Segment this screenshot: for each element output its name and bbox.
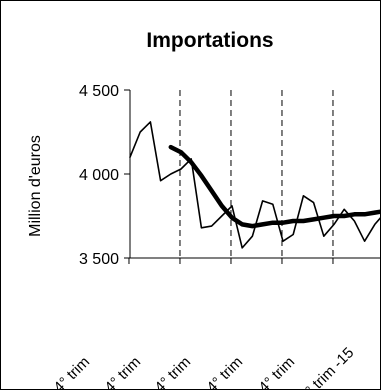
y-tick-label: 4 500 (79, 83, 119, 100)
y-axis-label: Million d'euros (27, 135, 44, 237)
y-tick-label: 3 500 (79, 251, 119, 268)
series-layer (129, 121, 381, 249)
raw-series-line (129, 121, 381, 249)
grid-layer (179, 90, 334, 258)
chart-title: Importations (146, 29, 273, 52)
y-tick-labels: 3 500 4 000 4 500 (79, 83, 119, 268)
y-tick-label: 4 000 (79, 167, 119, 184)
axis-layer (124, 89, 381, 264)
trend-series-line (168, 144, 381, 229)
